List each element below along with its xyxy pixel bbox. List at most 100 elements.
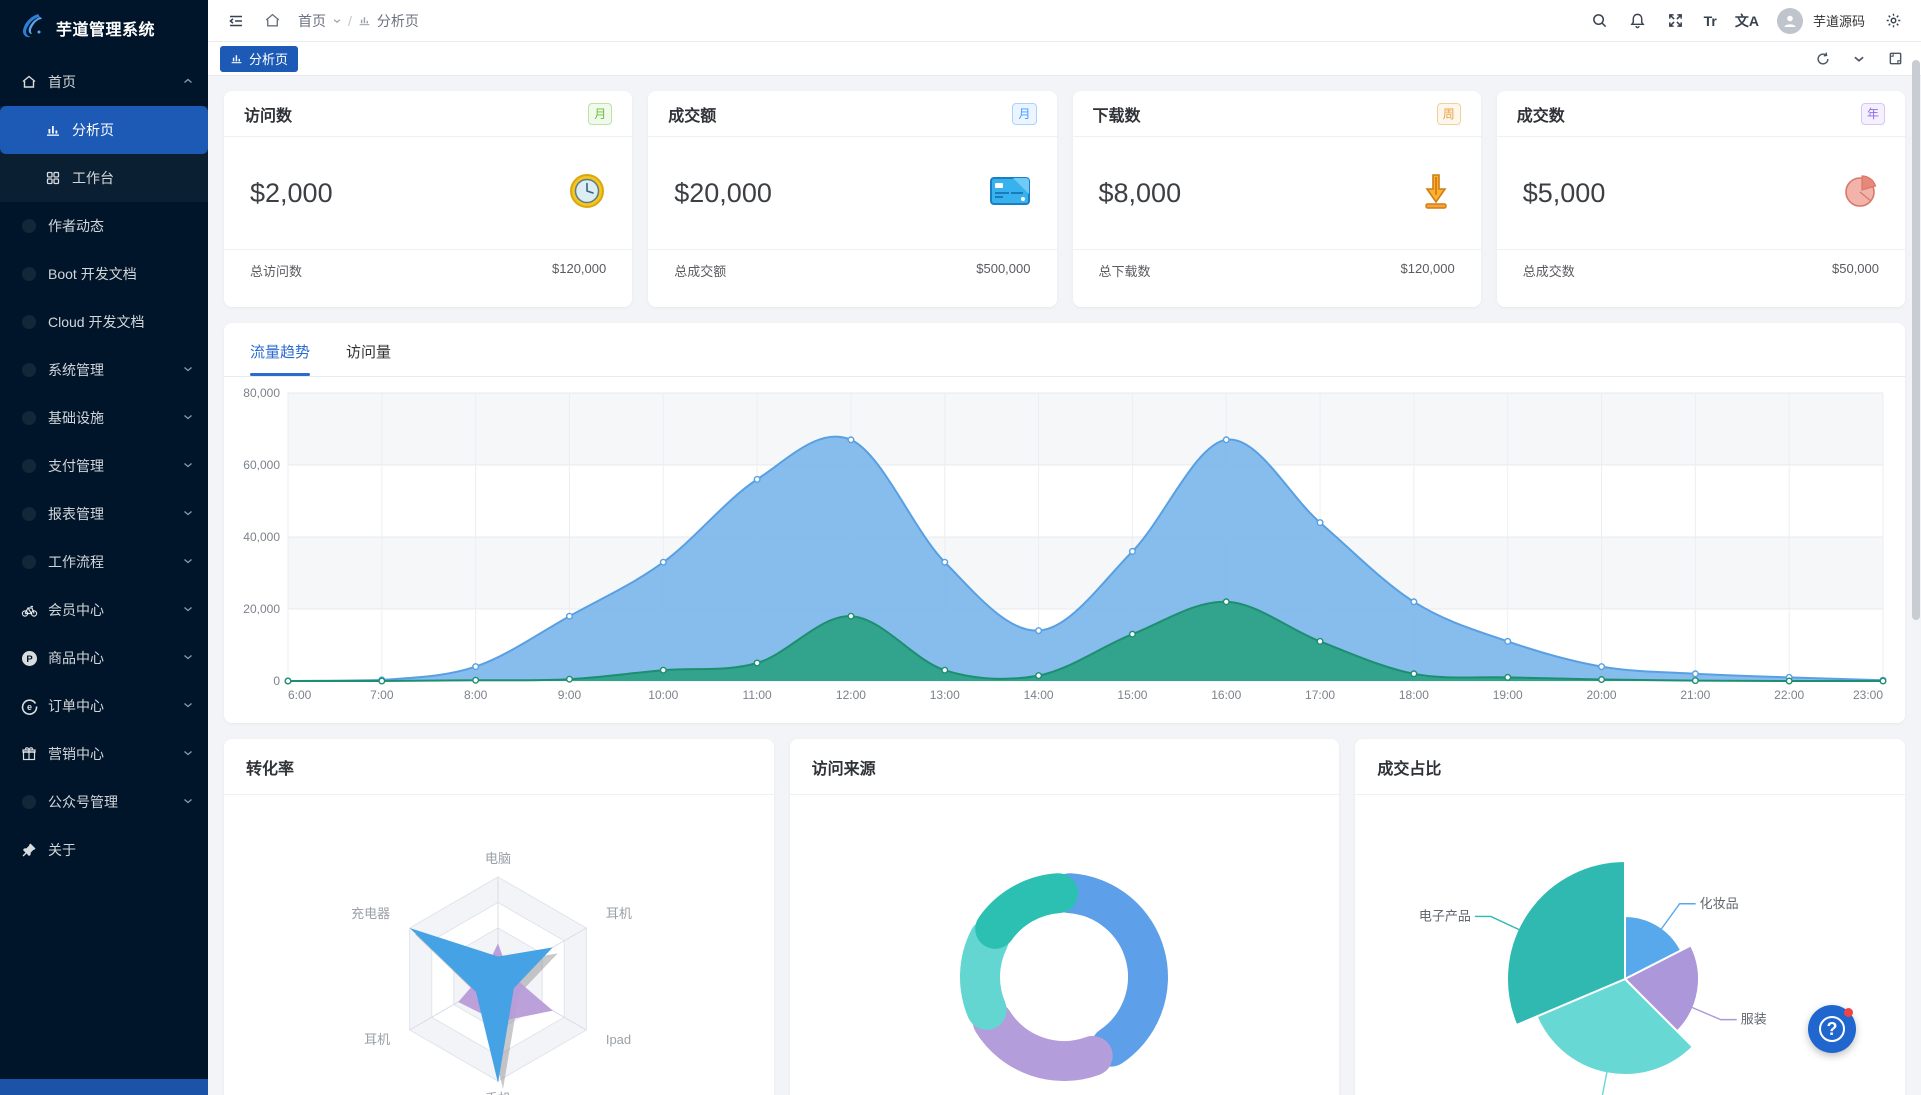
bar-chart-icon bbox=[231, 55, 242, 64]
svg-text:9:00: 9:00 bbox=[558, 688, 582, 702]
stat-title: 访问数 bbox=[244, 107, 293, 125]
question-icon: ? bbox=[1819, 1016, 1845, 1042]
logo[interactable]: 芋道管理系统 bbox=[0, 0, 208, 56]
chevron-down-icon bbox=[182, 794, 194, 810]
chevron-down-icon bbox=[182, 506, 194, 522]
bar-chart-icon bbox=[44, 121, 62, 139]
status-badge: 月 bbox=[588, 102, 613, 125]
app-title: 芋道管理系统 bbox=[56, 22, 156, 39]
svg-text:40,000: 40,000 bbox=[243, 530, 280, 544]
sidebar-item-label: 会员中心 bbox=[48, 602, 104, 618]
gear-icon[interactable] bbox=[1883, 11, 1903, 31]
sidebar-item-label: 公众号管理 bbox=[48, 794, 118, 810]
sidebar-item-cloud-docs[interactable]: Cloud 开发文档 bbox=[0, 298, 208, 346]
tab-analysis[interactable]: 分析页 bbox=[220, 45, 299, 72]
dot-icon bbox=[20, 313, 38, 331]
tab-visit-volume[interactable]: 访问量 bbox=[346, 344, 392, 361]
sidebar-item-home[interactable]: 首页 bbox=[0, 58, 208, 106]
sidebar-item-report[interactable]: 报表管理 bbox=[0, 490, 208, 538]
maximize-icon[interactable] bbox=[1885, 49, 1905, 69]
svg-text:0: 0 bbox=[273, 674, 280, 688]
stat-title: 下载数 bbox=[1092, 107, 1141, 125]
chevron-down-icon[interactable] bbox=[1849, 49, 1869, 69]
card-title: 转化率 bbox=[246, 760, 295, 778]
sidebar-item-analysis[interactable]: 分析页 bbox=[0, 106, 208, 154]
breadcrumb-home[interactable]: 首页 bbox=[298, 12, 326, 29]
stat-footer-label: 总访问数 bbox=[250, 264, 303, 279]
sidebar-item-marketing[interactable]: 营销中心 bbox=[0, 730, 208, 778]
svg-text:22:00: 22:00 bbox=[1774, 688, 1804, 702]
sidebar-item-boot-docs[interactable]: Boot 开发文档 bbox=[0, 250, 208, 298]
card-title: 成交占比 bbox=[1377, 760, 1442, 778]
chevron-down-icon bbox=[182, 698, 194, 714]
svg-text:11:00: 11:00 bbox=[743, 688, 772, 702]
tab-traffic-trend[interactable]: 流量趋势 bbox=[250, 341, 311, 376]
sidebar-item-official-account[interactable]: 公众号管理 bbox=[0, 778, 208, 826]
help-button[interactable]: ? bbox=[1808, 1005, 1856, 1053]
grid-icon bbox=[44, 169, 62, 187]
svg-text:14:00: 14:00 bbox=[1024, 688, 1054, 702]
stat-value: $5,000 bbox=[1522, 177, 1606, 208]
svg-text:电子产品: 电子产品 bbox=[1419, 908, 1471, 923]
sidebar-item-label: 基础设施 bbox=[48, 410, 104, 426]
page-scrollbar[interactable] bbox=[1912, 60, 1920, 620]
sidebar-item-payment[interactable]: 支付管理 bbox=[0, 442, 208, 490]
locale-icon[interactable]: 文A bbox=[1734, 12, 1759, 29]
breadcrumb-home-icon[interactable] bbox=[262, 11, 282, 31]
dot-icon bbox=[20, 793, 38, 811]
dot-icon bbox=[20, 505, 38, 523]
breadcrumb-current[interactable]: 分析页 bbox=[376, 12, 419, 29]
avatar[interactable] bbox=[1776, 7, 1803, 34]
sidebar-item-infra[interactable]: 基础设施 bbox=[0, 394, 208, 442]
main-area: 首页 / 分析页 Tr 文A bbox=[208, 0, 1921, 1095]
sidebar-item-workflow[interactable]: 工作流程 bbox=[0, 538, 208, 586]
sidebar-item-about[interactable]: 关于 bbox=[0, 826, 208, 874]
fullscreen-icon[interactable] bbox=[1666, 11, 1686, 31]
sidebar-item-order[interactable]: e 订单中心 bbox=[0, 682, 208, 730]
font-size-icon[interactable]: Tr bbox=[1703, 12, 1717, 29]
menu-fold-icon[interactable] bbox=[226, 11, 246, 31]
bar-chart-icon bbox=[359, 17, 370, 26]
bell-icon[interactable] bbox=[1628, 11, 1648, 31]
breadcrumb: 首页 / 分析页 bbox=[298, 11, 419, 31]
logo-icon bbox=[16, 11, 46, 46]
svg-text:电脑: 电脑 bbox=[485, 851, 511, 866]
chevron-down-icon bbox=[182, 746, 194, 762]
pin-icon bbox=[20, 841, 38, 859]
svg-text:P: P bbox=[26, 654, 33, 665]
credit-card-icon bbox=[989, 174, 1031, 213]
traffic-trend-chart: 6:00 7:00 8:00 9:00 10:00 11:00 12:00 13:00 14:0… bbox=[243, 386, 1887, 702]
sidebar-item-label: 系统管理 bbox=[48, 362, 104, 378]
stat-footer-value: $120,000 bbox=[1400, 261, 1455, 276]
stat-title: 成交数 bbox=[1516, 107, 1565, 125]
sidebar-collapse-bar[interactable] bbox=[0, 1079, 208, 1095]
sidebar-item-author-news[interactable]: 作者动态 bbox=[0, 202, 208, 250]
sidebar-item-system[interactable]: 系统管理 bbox=[0, 346, 208, 394]
sidebar-item-label: 分析页 bbox=[72, 122, 114, 138]
sidebar-item-label: Cloud 开发文档 bbox=[48, 314, 145, 330]
svg-text:15:00: 15:00 bbox=[1117, 688, 1147, 702]
deal-share-card: 成交占比 化妆品 服装 电子产品 bbox=[1355, 739, 1905, 1095]
sidebar-item-label: 首页 bbox=[48, 74, 76, 90]
svg-text:17:00: 17:00 bbox=[1305, 688, 1335, 702]
status-badge: 月 bbox=[1012, 102, 1037, 125]
stat-footer-value: $120,000 bbox=[552, 261, 607, 276]
refresh-icon[interactable] bbox=[1813, 49, 1833, 69]
chevron-down-icon bbox=[182, 410, 194, 426]
username[interactable]: 芋道源码 bbox=[1812, 14, 1865, 29]
sidebar-item-product[interactable]: P 商品中心 bbox=[0, 634, 208, 682]
sidebar: 芋道管理系统 首页 分析页 bbox=[0, 0, 208, 1095]
sidebar-item-workplace[interactable]: 工作台 bbox=[0, 154, 208, 202]
page-content: 访问数 月 $2,000 总访问数 $120,000 bbox=[208, 77, 1921, 1095]
sidebar-item-label: 工作流程 bbox=[48, 554, 104, 570]
sidebar-item-member[interactable]: 会员中心 bbox=[0, 586, 208, 634]
search-icon[interactable] bbox=[1590, 11, 1610, 31]
status-badge: 周 bbox=[1436, 102, 1461, 125]
stat-card-turnover: 成交额 月 $20,000 总成交额 $500,000 bbox=[648, 91, 1057, 307]
stat-footer-value: $50,000 bbox=[1832, 261, 1879, 276]
sidebar-item-label: 作者动态 bbox=[48, 218, 104, 234]
stat-card-visits: 访问数 月 $2,000 总访问数 $120,000 bbox=[224, 91, 633, 307]
